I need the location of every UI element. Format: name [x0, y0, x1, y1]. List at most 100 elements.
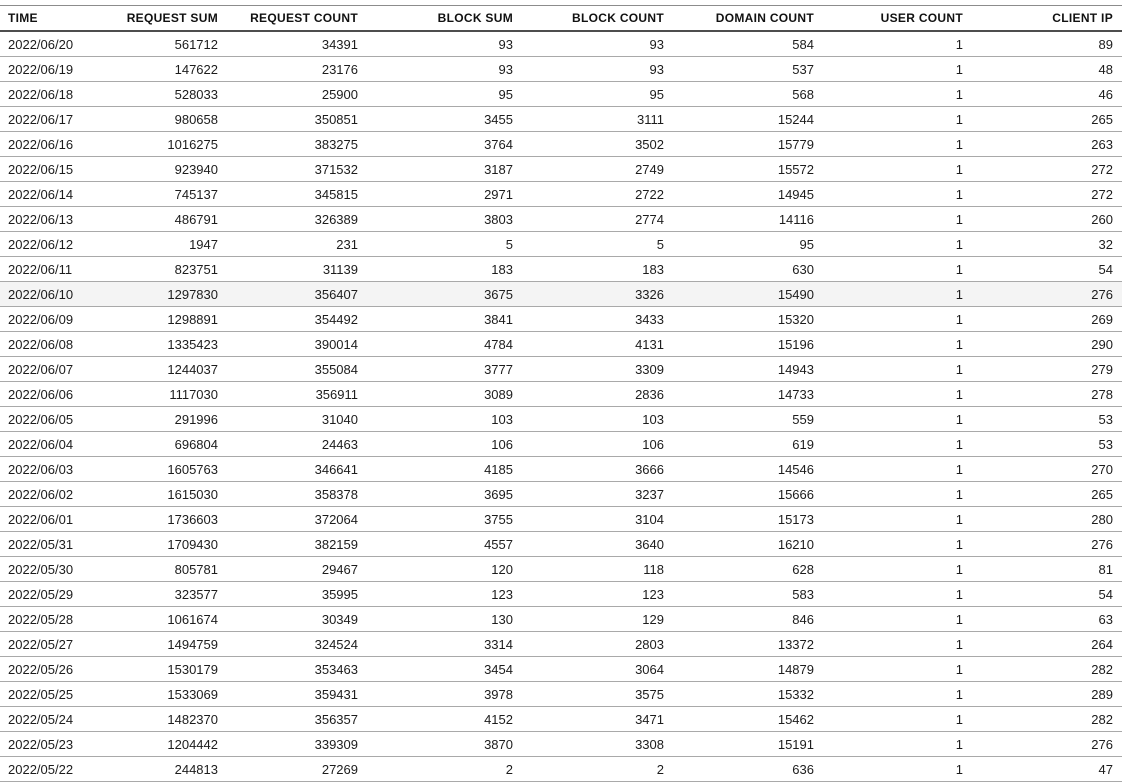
table-row[interactable]: 2022/06/11 823751 31139 183 183 630 1 54 — [0, 256, 1122, 282]
cell-user-count: 1 — [955, 711, 963, 727]
cell-domain-count: 14546 — [777, 461, 814, 477]
cell-user-count: 1 — [955, 261, 963, 277]
cell-block-sum: 120 — [491, 561, 513, 577]
cell-client-ip: 32 — [1098, 236, 1113, 252]
cell-time: 2022/06/02 — [8, 486, 74, 502]
cell-domain-count: 15244 — [777, 111, 814, 127]
table-row[interactable]: 2022/06/06 1117030 356911 3089 2836 14733 1 278 — [0, 381, 1122, 407]
table-row[interactable]: 2022/05/31 1709430 382159 4557 3640 16210 1 276 — [0, 531, 1122, 557]
table-row[interactable]: 2022/06/08 1335423 390014 4784 4131 15196 1 290 — [0, 331, 1122, 357]
table-row[interactable]: 2022/05/26 1530179 353463 3454 3064 14879 1 282 — [0, 656, 1122, 682]
cell-request-sum: 1533069 — [167, 686, 218, 702]
table-row[interactable]: 2022/06/14 745137 345815 2971 2722 14945 1 272 — [0, 181, 1122, 207]
cell-domain-count: 14943 — [777, 361, 814, 377]
cell-user-count: 1 — [955, 311, 963, 327]
table-row[interactable]: 2022/06/20 561712 34391 93 93 584 1 89 — [0, 31, 1122, 57]
table-row[interactable]: 2022/05/23 1204442 339309 3870 3308 15191 1 276 — [0, 731, 1122, 757]
cell-block-count: 3064 — [635, 661, 664, 677]
cell-request-sum: 805781 — [174, 561, 218, 577]
cell-block-sum: 3841 — [484, 311, 513, 327]
table-row[interactable]: 2022/06/16 1016275 383275 3764 3502 15779 1 263 — [0, 131, 1122, 157]
cell-block-count: 3640 — [635, 536, 664, 552]
cell-client-ip: 53 — [1098, 411, 1113, 427]
column-header-time: TIME — [8, 11, 38, 25]
cell-block-count: 3666 — [635, 461, 664, 477]
cell-client-ip: 278 — [1091, 386, 1113, 402]
cell-request-sum: 980658 — [174, 111, 218, 127]
cell-user-count: 1 — [955, 436, 963, 452]
table-row[interactable]: 2022/05/22 244813 27269 2 2 636 1 47 — [0, 756, 1122, 782]
table-row[interactable]: 2022/06/05 291996 31040 103 103 559 1 53 — [0, 406, 1122, 432]
cell-client-ip: 290 — [1091, 336, 1113, 352]
cell-block-sum: 103 — [491, 411, 513, 427]
cell-block-sum: 106 — [491, 436, 513, 452]
cell-client-ip: 260 — [1091, 211, 1113, 227]
cell-request-count: 356357 — [314, 711, 358, 727]
cell-request-sum: 1244037 — [167, 361, 218, 377]
cell-domain-count: 13372 — [777, 636, 814, 652]
cell-request-sum: 1494759 — [167, 636, 218, 652]
cell-request-sum: 1736603 — [167, 511, 218, 527]
cell-domain-count: 15173 — [777, 511, 814, 527]
cell-user-count: 1 — [955, 411, 963, 427]
cell-domain-count: 14945 — [777, 186, 814, 202]
cell-request-count: 34391 — [321, 36, 358, 52]
table-row[interactable]: 2022/06/09 1298891 354492 3841 3433 15320 1 269 — [0, 306, 1122, 332]
table-row[interactable]: 2022/05/27 1494759 324524 3314 2803 13372 1 264 — [0, 631, 1122, 657]
cell-request-sum: 1016275 — [167, 136, 218, 152]
table-row[interactable]: 2022/06/03 1605763 346641 4185 3666 14546 1 270 — [0, 456, 1122, 482]
cell-request-count: 27269 — [321, 761, 358, 777]
table-row[interactable]: 2022/06/19 147622 23176 93 93 537 1 48 — [0, 56, 1122, 82]
table-row[interactable]: 2022/05/29 323577 35995 123 123 583 1 54 — [0, 581, 1122, 607]
table-row[interactable]: 2022/06/02 1615030 358378 3695 3237 15666 1 265 — [0, 481, 1122, 507]
cell-block-sum: 3777 — [484, 361, 513, 377]
table-row[interactable]: 2022/05/24 1482370 356357 4152 3471 15462 1 282 — [0, 706, 1122, 732]
cell-request-sum: 1117030 — [169, 386, 218, 402]
cell-time: 2022/06/17 — [8, 111, 74, 127]
cell-user-count: 1 — [955, 286, 963, 302]
cell-block-sum: 130 — [491, 611, 513, 627]
cell-request-count: 324524 — [314, 636, 358, 652]
cell-request-count: 354492 — [314, 311, 358, 327]
table-row[interactable]: 2022/06/18 528033 25900 95 95 568 1 46 — [0, 81, 1122, 107]
cell-block-count: 2 — [656, 761, 664, 777]
table-row[interactable]: 2022/06/10 1297830 356407 3675 3326 15490 1 276 — [0, 281, 1122, 307]
cell-block-count: 5 — [656, 236, 664, 252]
cell-request-count: 350851 — [314, 111, 358, 127]
table-row[interactable]: 2022/06/12 1947 231 5 5 95 1 32 — [0, 231, 1122, 257]
cell-client-ip: 269 — [1091, 311, 1113, 327]
cell-domain-count: 846 — [792, 611, 814, 627]
cell-request-sum: 147622 — [174, 61, 218, 77]
cell-request-sum: 528033 — [174, 86, 218, 102]
table-row[interactable]: 2022/06/17 980658 350851 3455 3111 15244 1 265 — [0, 106, 1122, 132]
cell-user-count: 1 — [955, 61, 963, 77]
column-header-request-count: REQUEST COUNT — [250, 11, 358, 25]
cell-request-count: 31139 — [322, 261, 358, 277]
cell-request-count: 30349 — [321, 611, 358, 627]
cell-request-sum: 291996 — [174, 411, 218, 427]
cell-time: 2022/05/31 — [8, 536, 74, 552]
table-row[interactable]: 2022/06/01 1736603 372064 3755 3104 15173 1 280 — [0, 506, 1122, 532]
cell-user-count: 1 — [955, 111, 963, 127]
table-row[interactable]: 2022/06/04 696804 24463 106 106 619 1 53 — [0, 431, 1122, 457]
cell-request-sum: 244813 — [174, 761, 218, 777]
cell-request-sum: 561712 — [174, 36, 218, 52]
cell-block-sum: 3187 — [484, 161, 513, 177]
cell-client-ip: 264 — [1091, 636, 1113, 652]
cell-block-sum: 2971 — [484, 186, 513, 202]
cell-block-sum: 3755 — [484, 511, 513, 527]
cell-block-sum: 3455 — [484, 111, 513, 127]
cell-block-count: 3308 — [635, 736, 664, 752]
cell-client-ip: 54 — [1098, 586, 1113, 602]
cell-block-count: 3326 — [635, 286, 664, 302]
table-row[interactable]: 2022/06/07 1244037 355084 3777 3309 14943 1 279 — [0, 356, 1122, 382]
cell-user-count: 1 — [955, 736, 963, 752]
cell-block-count: 183 — [642, 261, 664, 277]
cell-time: 2022/06/20 — [8, 36, 74, 52]
table-row[interactable]: 2022/06/13 486791 326389 3803 2774 14116 1 260 — [0, 206, 1122, 232]
cell-request-sum: 1709430 — [167, 536, 218, 552]
table-row[interactable]: 2022/05/25 1533069 359431 3978 3575 15332 1 289 — [0, 681, 1122, 707]
table-row[interactable]: 2022/05/28 1061674 30349 130 129 846 1 63 — [0, 606, 1122, 632]
table-row[interactable]: 2022/06/15 923940 371532 3187 2749 15572 1 272 — [0, 156, 1122, 182]
table-row[interactable]: 2022/05/30 805781 29467 120 118 628 1 81 — [0, 556, 1122, 582]
